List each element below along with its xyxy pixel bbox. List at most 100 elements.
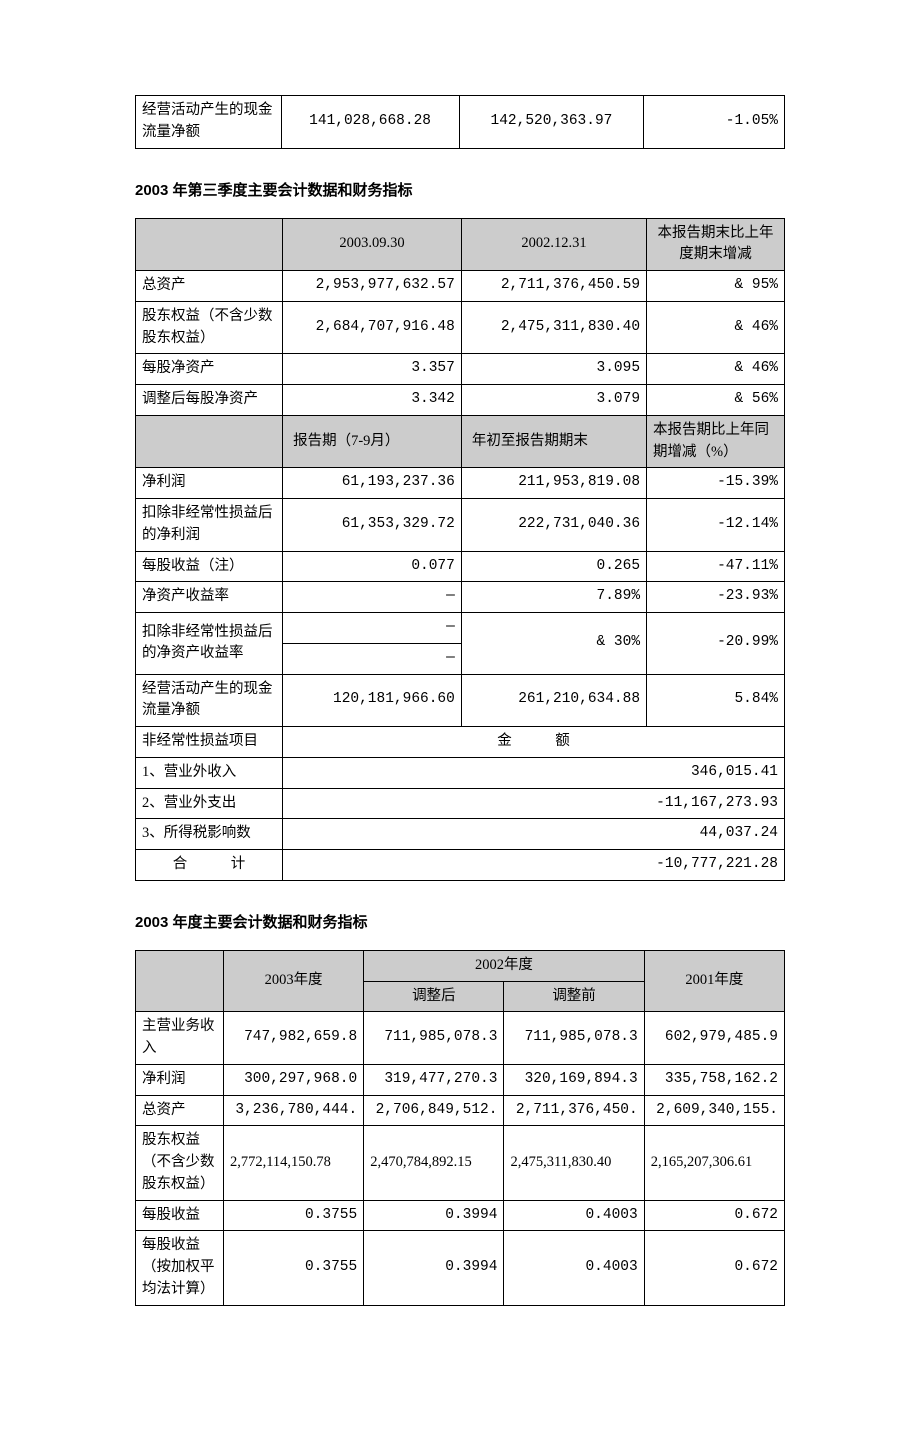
cell-value: 5.84% [647,674,785,727]
cell-value: 3.079 [461,385,646,416]
cell-value: -11,167,273.93 [283,788,785,819]
cell-value: 319,477,270.3 [364,1064,504,1095]
row-label: 1、营业外收入 [136,757,283,788]
row-label: 净资产收益率 [136,582,283,613]
col-header: 调整前 [504,981,644,1012]
cell-value: -1.05% [644,96,785,149]
cell-value: 142,520,363.97 [459,96,644,149]
table-header-row: 报告期（7-9月） 年初至报告期期末 本报告期比上年同期增减（%） [136,415,785,468]
table-header-row: 2003年度 2002年度 2001年度 [136,950,785,981]
cell-value: -20.99% [647,613,785,675]
table-row: 净利润 300,297,968.0 319,477,270.3 320,169,… [136,1064,785,1095]
cell-value: 2,165,207,306.61 [644,1126,784,1200]
table-row: 净资产收益率 — 7.89% -23.93% [136,582,785,613]
cell-value: 0.3994 [364,1200,504,1231]
cell-value: -12.14% [647,499,785,552]
table-row: 总资产 2,953,977,632.57 2,711,376,450.59 & … [136,271,785,302]
cell-value: 0.4003 [504,1231,644,1305]
cell-value: -23.93% [647,582,785,613]
cell-value: 3.342 [283,385,462,416]
cell-value: 747,982,659.8 [223,1012,363,1065]
cell-value: 0.672 [644,1231,784,1305]
cell-value: 3.357 [283,354,462,385]
cell-value: 0.4003 [504,1200,644,1231]
cell-value: 602,979,485.9 [644,1012,784,1065]
row-label: 每股收益 [136,1200,224,1231]
header-blank [136,950,224,1012]
row-label: 3、所得税影响数 [136,819,283,850]
cell-value: 141,028,668.28 [281,96,459,149]
cell-value: 61,353,329.72 [283,499,462,552]
table-row: 每股收益（注） 0.077 0.265 -47.11% [136,551,785,582]
table-row: 扣除非经常性损益后的净利润 61,353,329.72 222,731,040.… [136,499,785,552]
cell-value: & 46% [647,354,785,385]
cell-value: & 95% [647,271,785,302]
cell-value: — [283,643,462,674]
table-row: 主营业务收入 747,982,659.8 711,985,078.3 711,9… [136,1012,785,1065]
cell-value: 61,193,237.36 [283,468,462,499]
row-label: 非经常性损益项目 [136,727,283,758]
row-label: 调整后每股净资产 [136,385,283,416]
header-blank [136,415,283,468]
cell-value: 2,470,784,892.15 [364,1126,504,1200]
cell-value: 金 额 [283,727,785,758]
row-label: 扣除非经常性损益后的净资产收益率 [136,613,283,675]
table-row: 合 计 -10,777,221.28 [136,850,785,881]
cell-value: 2,706,849,512. [364,1095,504,1126]
row-label: 净利润 [136,468,283,499]
cell-value: 2,711,376,450.59 [461,271,646,302]
table-row: 3、所得税影响数 44,037.24 [136,819,785,850]
cell-value: & 56% [647,385,785,416]
row-label: 主营业务收入 [136,1012,224,1065]
table-row: 每股收益（按加权平均法计算） 0.3755 0.3994 0.4003 0.67… [136,1231,785,1305]
col-header: 2002年度 [364,950,645,981]
cell-value: — [283,582,462,613]
cell-value: 2,684,707,916.48 [283,301,462,354]
cell-value: 0.3755 [223,1200,363,1231]
cell-value: 0.3755 [223,1231,363,1305]
row-label: 每股收益（注） [136,551,283,582]
row-label: 经营活动产生的现金流量净额 [136,674,283,727]
col-header: 本报告期比上年同期增减（%） [647,415,785,468]
cell-value: 3,236,780,444. [223,1095,363,1126]
row-label: 扣除非经常性损益后的净利润 [136,499,283,552]
section-title-q3: 2003 年第三季度主要会计数据和财务指标 [135,179,785,200]
cell-value: 711,985,078.3 [364,1012,504,1065]
cell-value: — [283,613,462,644]
cell-value: 2,953,977,632.57 [283,271,462,302]
cell-value: 320,169,894.3 [504,1064,644,1095]
header-blank [136,218,283,271]
cell-value: 3.095 [461,354,646,385]
table-row: 调整后每股净资产 3.342 3.079 & 56% [136,385,785,416]
table-row: 总资产 3,236,780,444. 2,706,849,512. 2,711,… [136,1095,785,1126]
cell-value: 222,731,040.36 [461,499,646,552]
col-header: 2003年度 [223,950,363,1012]
cell-value: -47.11% [647,551,785,582]
table-row: 净利润 61,193,237.36 211,953,819.08 -15.39% [136,468,785,499]
cell-value: 120,181,966.60 [283,674,462,727]
table-annual-financials: 2003年度 2002年度 2001年度 调整后 调整前 主营业务收入 747,… [135,950,785,1306]
cell-value: 2,475,311,830.40 [461,301,646,354]
table-row: 2、营业外支出 -11,167,273.93 [136,788,785,819]
row-label: 总资产 [136,1095,224,1126]
cell-value: 2,711,376,450. [504,1095,644,1126]
cell-value: -10,777,221.28 [283,850,785,881]
row-label: 净利润 [136,1064,224,1095]
row-label: 合 计 [136,850,283,881]
cell-value: 261,210,634.88 [461,674,646,727]
row-label: 2、营业外支出 [136,788,283,819]
cell-value: 711,985,078.3 [504,1012,644,1065]
col-header: 2001年度 [644,950,784,1012]
table-header-row: 2003.09.30 2002.12.31 本报告期末比上年度期末增减 [136,218,785,271]
cell-value: 44,037.24 [283,819,785,850]
cell-value: 7.89% [461,582,646,613]
row-label: 每股净资产 [136,354,283,385]
table-row: 经营活动产生的现金流量净额 120,181,966.60 261,210,634… [136,674,785,727]
row-label: 经营活动产生的现金流量净额 [136,96,282,149]
cell-value: 0.265 [461,551,646,582]
table-row: 1、营业外收入 346,015.41 [136,757,785,788]
row-label: 每股收益（按加权平均法计算） [136,1231,224,1305]
row-label: 股东权益（不含少数股东权益） [136,1126,224,1200]
cell-value: 0.3994 [364,1231,504,1305]
col-header: 2002.12.31 [461,218,646,271]
